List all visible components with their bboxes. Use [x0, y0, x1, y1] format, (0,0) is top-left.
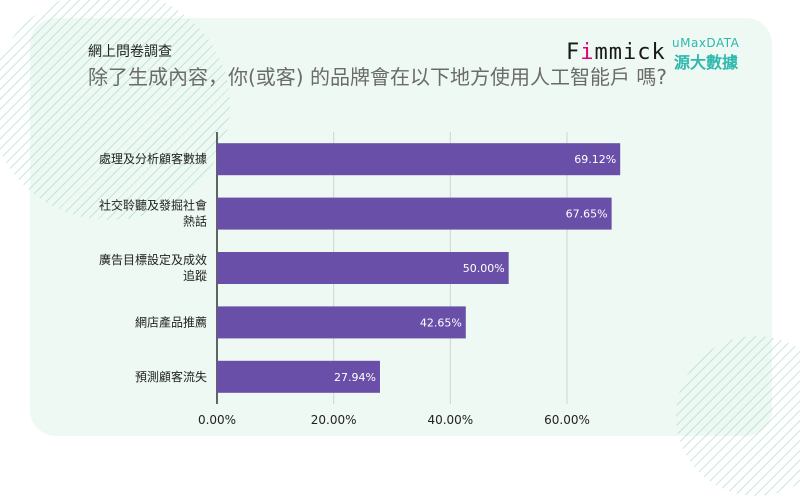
bar [217, 143, 621, 176]
umax-logo: uMaxDATA [672, 36, 740, 50]
category-label: 網店產品推薦 [135, 314, 207, 329]
bar-value-label: 69.12% [574, 153, 616, 166]
bar [217, 360, 380, 393]
bar-value-label: 42.65% [420, 316, 462, 329]
x-tick-label: 60.00% [544, 413, 590, 427]
category-label: 處理及分析顧客數據 [99, 151, 207, 166]
bar-chart: 0.00% 20.00% 40.00% 60.00% 69.12% 處理及分析顧客數據 67… [99, 132, 621, 427]
category-label: 追蹤 [183, 268, 207, 283]
survey-label: 網上問卷調查 [88, 44, 172, 60]
bar-value-label: 27.94% [334, 371, 376, 384]
category-label: 廣告目標設定及成效 [99, 252, 207, 267]
category-label: 社交聆聽及發掘社會 [99, 198, 207, 213]
question-title: 除了生成內容，你(或客) 的品牌會在以下地方使用人工智能戶 嗎? [88, 65, 667, 89]
umax-logo-chinese: 源大數據 [674, 53, 739, 72]
category-label: 熱話 [183, 214, 207, 229]
bar-value-label: 50.00% [463, 262, 505, 275]
bar [217, 197, 612, 230]
bar [217, 306, 466, 339]
category-label: 預測顧客流失 [135, 369, 207, 384]
x-tick-label: 20.00% [311, 413, 357, 427]
bar [217, 252, 509, 284]
x-tick-label: 0.00% [198, 413, 236, 427]
bar-value-label: 67.65% [566, 208, 608, 221]
x-tick-label: 40.00% [427, 413, 473, 427]
decorative-pattern-top-left [0, 0, 230, 220]
fimmick-logo: Fimmick [566, 40, 666, 65]
